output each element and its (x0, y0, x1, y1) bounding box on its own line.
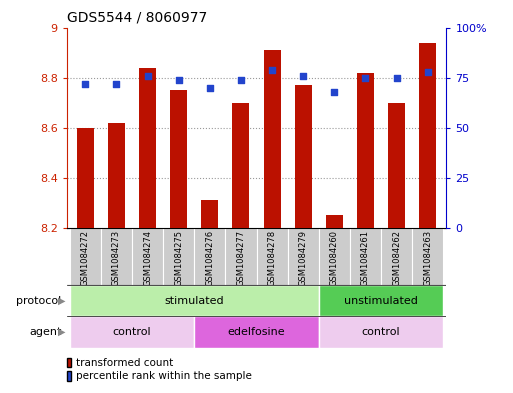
Bar (319, 316, 443, 348)
Text: GSM1084274: GSM1084274 (143, 230, 152, 286)
Bar (256, 228, 288, 285)
Text: GSM1084276: GSM1084276 (205, 230, 214, 286)
Bar (412, 228, 443, 285)
Bar (288, 228, 319, 285)
Bar (201, 200, 219, 228)
Text: ▶: ▶ (57, 296, 65, 306)
Point (392, 74, 401, 81)
Text: ▶: ▶ (57, 327, 65, 337)
Bar (132, 228, 163, 285)
Text: control: control (113, 327, 151, 337)
Text: GSM1084261: GSM1084261 (361, 230, 370, 286)
Bar (388, 103, 405, 228)
Point (361, 74, 369, 81)
Bar (232, 103, 249, 228)
Point (299, 72, 307, 79)
Point (330, 88, 339, 95)
Bar (264, 50, 281, 228)
Text: unstimulated: unstimulated (344, 296, 418, 306)
Bar (381, 228, 412, 285)
Text: agent: agent (29, 327, 62, 337)
Bar (77, 128, 94, 228)
Text: GSM1084278: GSM1084278 (268, 230, 277, 286)
Text: GSM1084262: GSM1084262 (392, 230, 401, 286)
Text: stimulated: stimulated (165, 296, 224, 306)
Bar (326, 215, 343, 228)
Text: protocol: protocol (16, 296, 62, 306)
Bar (225, 228, 256, 285)
Bar (294, 85, 312, 228)
Point (112, 81, 121, 87)
Text: GSM1084277: GSM1084277 (236, 230, 245, 286)
Bar (319, 228, 350, 285)
Text: GDS5544 / 8060977: GDS5544 / 8060977 (67, 11, 207, 25)
Text: control: control (362, 327, 400, 337)
Text: percentile rank within the sample: percentile rank within the sample (76, 371, 252, 381)
Text: GSM1084272: GSM1084272 (81, 230, 90, 286)
Bar (194, 228, 225, 285)
Bar (101, 228, 132, 285)
Bar (419, 42, 436, 228)
Point (144, 72, 152, 79)
Bar (163, 228, 194, 285)
Point (81, 81, 89, 87)
Bar (319, 285, 443, 316)
Text: edelfosine: edelfosine (228, 327, 285, 337)
Bar (170, 90, 187, 228)
Bar (139, 68, 156, 228)
Bar (194, 316, 319, 348)
Point (424, 68, 432, 75)
Text: GSM1084260: GSM1084260 (330, 230, 339, 286)
Point (174, 77, 183, 83)
Text: GSM1084275: GSM1084275 (174, 230, 183, 286)
Point (206, 84, 214, 91)
Text: GSM1084279: GSM1084279 (299, 230, 308, 286)
Bar (70, 285, 319, 316)
Bar (350, 228, 381, 285)
Text: GSM1084263: GSM1084263 (423, 230, 432, 286)
Point (268, 66, 276, 73)
Point (237, 77, 245, 83)
Bar (357, 73, 374, 228)
Text: transformed count: transformed count (76, 358, 173, 367)
Bar (108, 123, 125, 228)
Text: GSM1084273: GSM1084273 (112, 230, 121, 286)
Bar (70, 316, 194, 348)
Bar (70, 228, 101, 285)
